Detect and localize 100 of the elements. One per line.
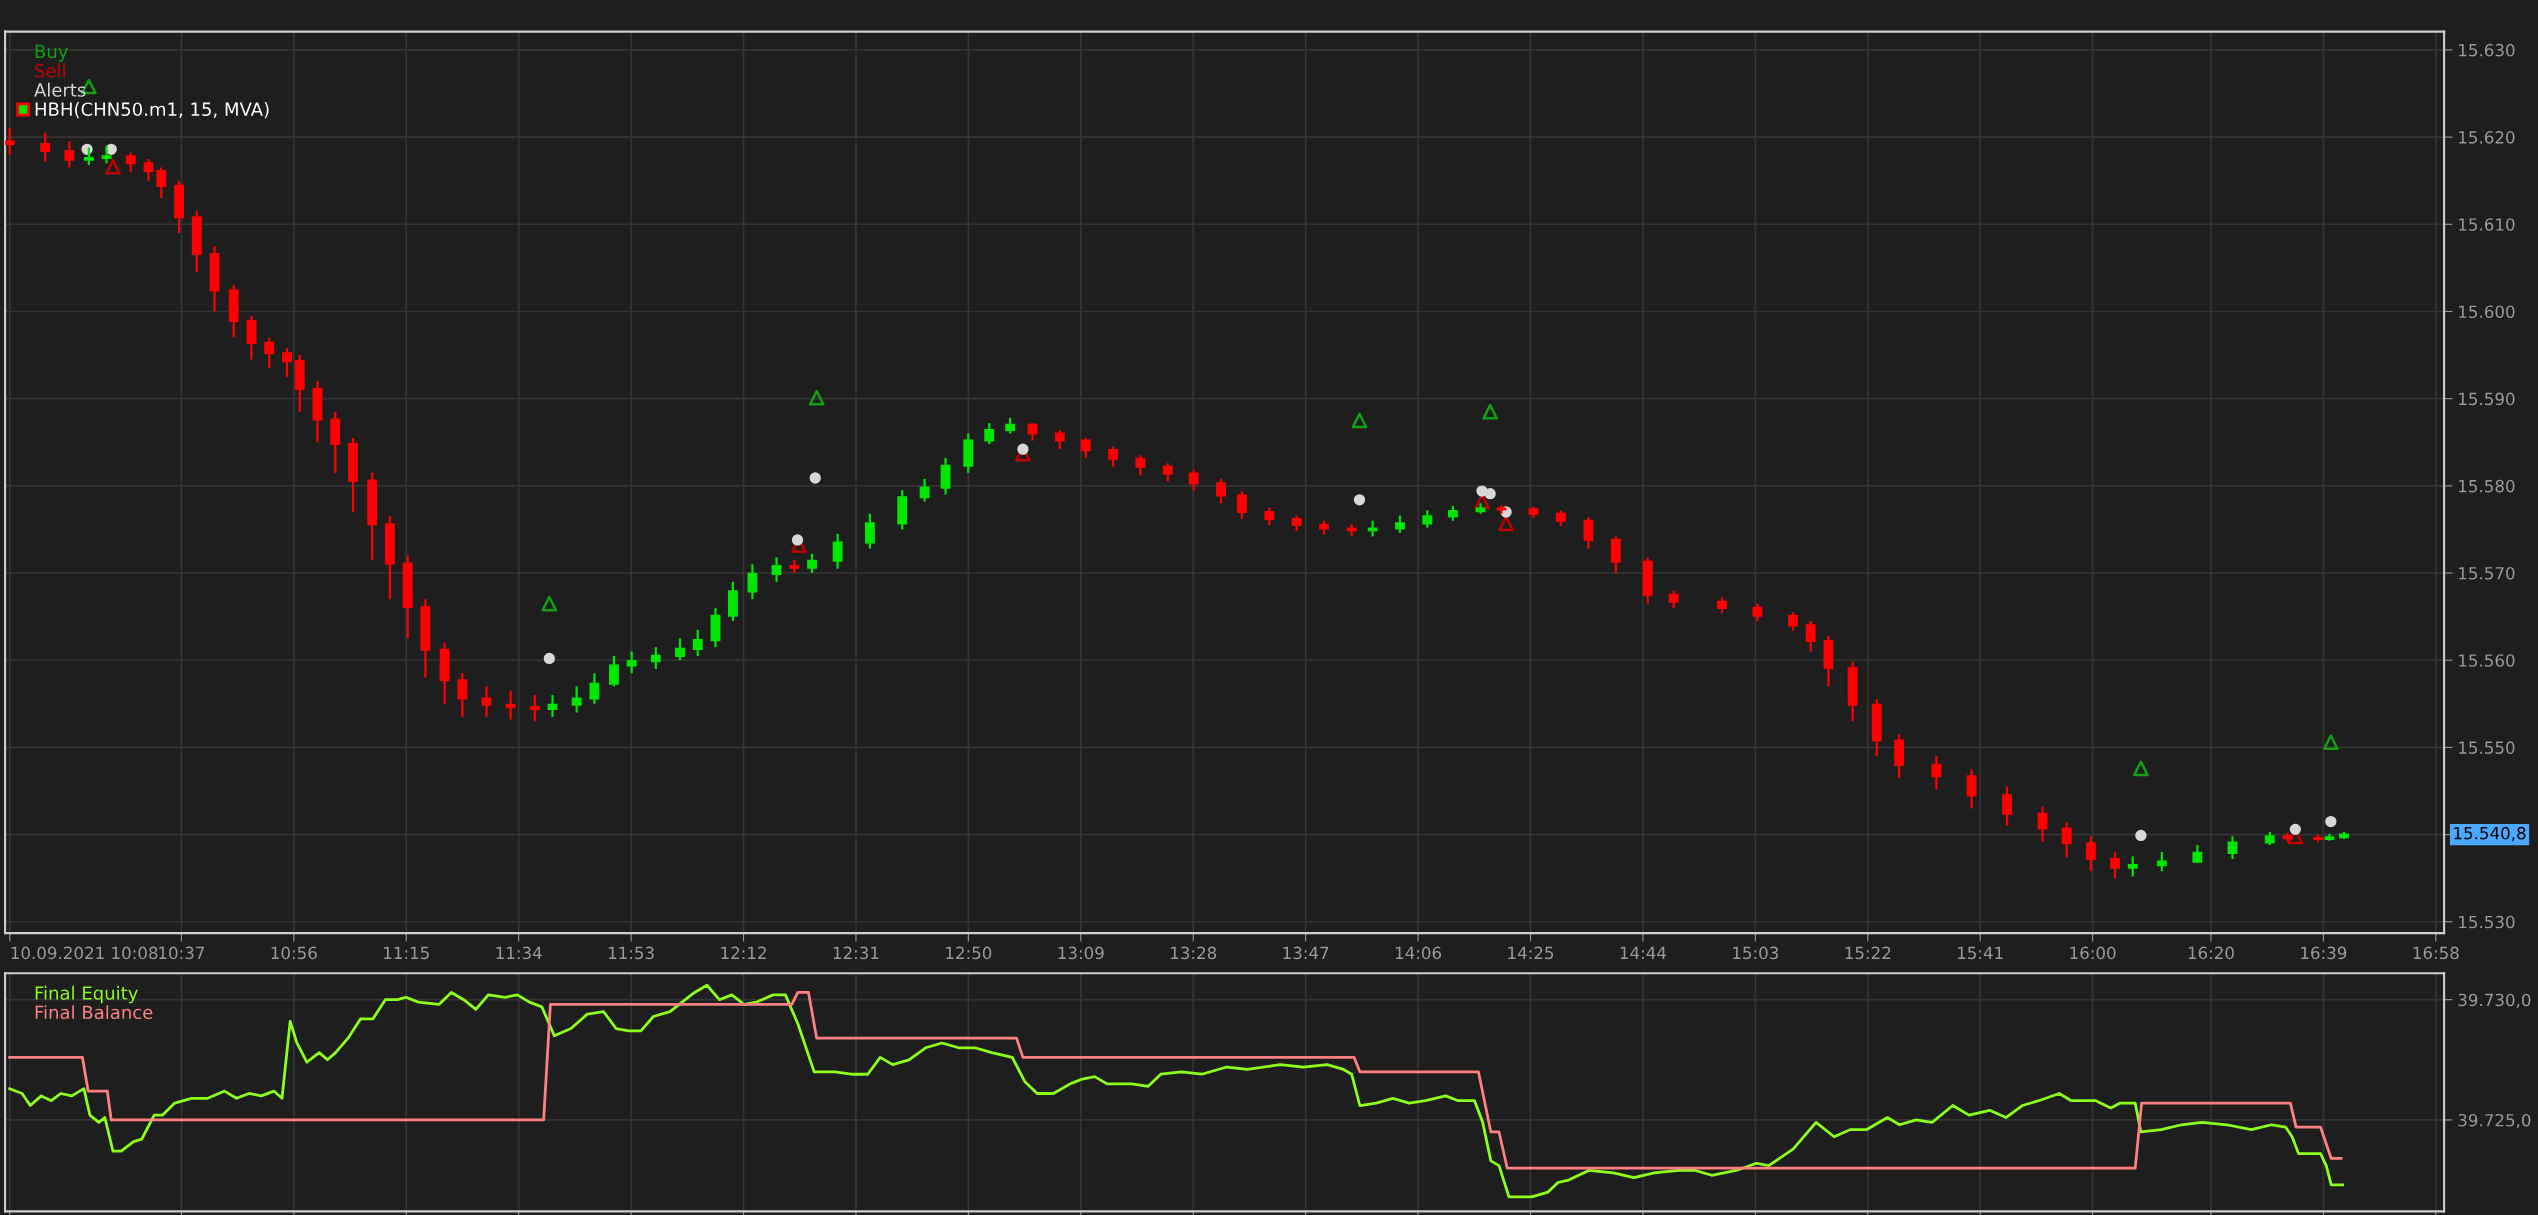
point bbox=[105, 158, 121, 175]
y-tick-label: 15.530 bbox=[2459, 915, 2515, 929]
candlestick bbox=[1216, 477, 1226, 505]
x-tick-label: 10:56 bbox=[271, 946, 317, 960]
candlestick bbox=[481, 685, 492, 718]
candlestick bbox=[1108, 445, 1119, 468]
candlestick bbox=[2127, 855, 2138, 878]
x-tick-label: 15:41 bbox=[1958, 946, 2003, 960]
y-tick-label: 15.560 bbox=[2459, 654, 2515, 667]
x-tick-label: 16:00 bbox=[2070, 946, 2116, 960]
point bbox=[809, 472, 821, 484]
candlestick bbox=[832, 532, 843, 570]
candlestick bbox=[771, 556, 782, 583]
candlestick bbox=[547, 693, 558, 718]
point bbox=[541, 595, 558, 612]
y-tick-label: 39.730,0 bbox=[2458, 993, 2531, 1008]
point bbox=[2289, 823, 2301, 836]
x-tick-label: 13:09 bbox=[1058, 946, 1104, 960]
legend-label: HBH(CHN50.m1, 15, MVA) bbox=[35, 102, 269, 119]
candlestick bbox=[589, 672, 600, 705]
y-tick-label: 15.620 bbox=[2459, 131, 2515, 144]
candlestick bbox=[609, 654, 619, 688]
point bbox=[1484, 488, 1496, 500]
x-tick-label: 14:25 bbox=[1508, 946, 1554, 960]
candlestick bbox=[650, 646, 661, 671]
candlestick bbox=[1610, 535, 1621, 575]
x-tick-label: 12:31 bbox=[833, 946, 879, 960]
candlestick bbox=[64, 140, 75, 169]
candlestick bbox=[1135, 454, 1146, 477]
x-tick-label: 13:47 bbox=[1283, 946, 1329, 960]
candlestick bbox=[864, 512, 875, 550]
x-tick-label: 10.09.2021 10:08 bbox=[11, 946, 158, 960]
y-tick-label: 15.630 bbox=[2459, 43, 2515, 57]
candlestick bbox=[1788, 611, 1798, 632]
x-tick-label: 15:03 bbox=[1733, 946, 1779, 960]
y-tick-label: 15.610 bbox=[2459, 218, 2515, 231]
candlestick bbox=[40, 131, 51, 163]
candlestick bbox=[1162, 462, 1173, 483]
x-tick-label: 16:20 bbox=[2188, 946, 2234, 960]
candlestick bbox=[1080, 436, 1091, 460]
candlestick bbox=[919, 477, 930, 503]
candlestick bbox=[1583, 516, 1594, 550]
candlestick bbox=[2085, 835, 2096, 873]
x-tick-label: 11:15 bbox=[384, 946, 429, 960]
line-series bbox=[8, 983, 2344, 1199]
series-label: Buy bbox=[35, 44, 68, 62]
point bbox=[2135, 829, 2147, 842]
candlestick bbox=[984, 421, 995, 446]
x-tick-label: 13:28 bbox=[1171, 946, 1217, 960]
candlestick bbox=[747, 563, 758, 601]
point bbox=[2325, 815, 2337, 828]
point bbox=[1498, 515, 1514, 532]
y-tick-label: 15.550 bbox=[2459, 741, 2515, 754]
point bbox=[2323, 734, 2339, 751]
x-tick-label: 14:06 bbox=[1395, 946, 1442, 960]
candlestick bbox=[2002, 785, 2012, 827]
text: Final Balance bbox=[35, 1005, 153, 1020]
candlestick bbox=[2037, 805, 2048, 843]
candlestick bbox=[1188, 469, 1199, 492]
candlestick bbox=[2110, 850, 2120, 880]
candlestick bbox=[125, 151, 136, 174]
point bbox=[808, 389, 825, 406]
y-tick-label: 15.590 bbox=[2459, 392, 2515, 406]
candlestick bbox=[2156, 850, 2167, 873]
y-tick-label: 15.580 bbox=[2459, 479, 2515, 493]
candlestick bbox=[457, 672, 468, 718]
point bbox=[1482, 403, 1498, 420]
text: 15.540,8 bbox=[2454, 826, 2526, 842]
y-tick-label: 15.570 bbox=[2459, 566, 2515, 580]
candlestick bbox=[626, 650, 637, 675]
candlestick bbox=[2061, 821, 2072, 859]
text: Sell bbox=[35, 63, 65, 78]
candlestick bbox=[1805, 619, 1816, 653]
point bbox=[1017, 443, 1029, 455]
x-tick-label: 11:53 bbox=[608, 946, 654, 960]
point bbox=[2133, 760, 2149, 777]
x-tick-label: 12:50 bbox=[946, 946, 992, 960]
candlestick bbox=[1237, 489, 1247, 521]
candlestick bbox=[940, 456, 951, 496]
x-tick-label: 15:22 bbox=[1845, 946, 1891, 960]
candlestick bbox=[246, 314, 257, 361]
candlestick bbox=[1054, 428, 1065, 451]
candlestick bbox=[692, 628, 703, 657]
candlestick bbox=[282, 346, 292, 378]
point bbox=[791, 534, 804, 546]
candlestick bbox=[143, 157, 154, 182]
candlestick bbox=[571, 685, 582, 714]
candlestick bbox=[505, 689, 516, 721]
point bbox=[1351, 412, 1368, 429]
x-tick-label: 16:39 bbox=[2301, 946, 2347, 960]
candlestick bbox=[675, 637, 685, 662]
x-tick-label: 14:44 bbox=[1620, 946, 1666, 959]
candlestick bbox=[529, 693, 540, 723]
candlestick bbox=[807, 552, 817, 575]
candlestick bbox=[2227, 835, 2238, 861]
candlestick bbox=[1931, 755, 1942, 791]
candlestick bbox=[264, 336, 275, 370]
x-tick-label: 11:34 bbox=[496, 946, 542, 960]
candlestick bbox=[156, 166, 167, 200]
y-tick-label: 15.600 bbox=[2459, 305, 2515, 319]
